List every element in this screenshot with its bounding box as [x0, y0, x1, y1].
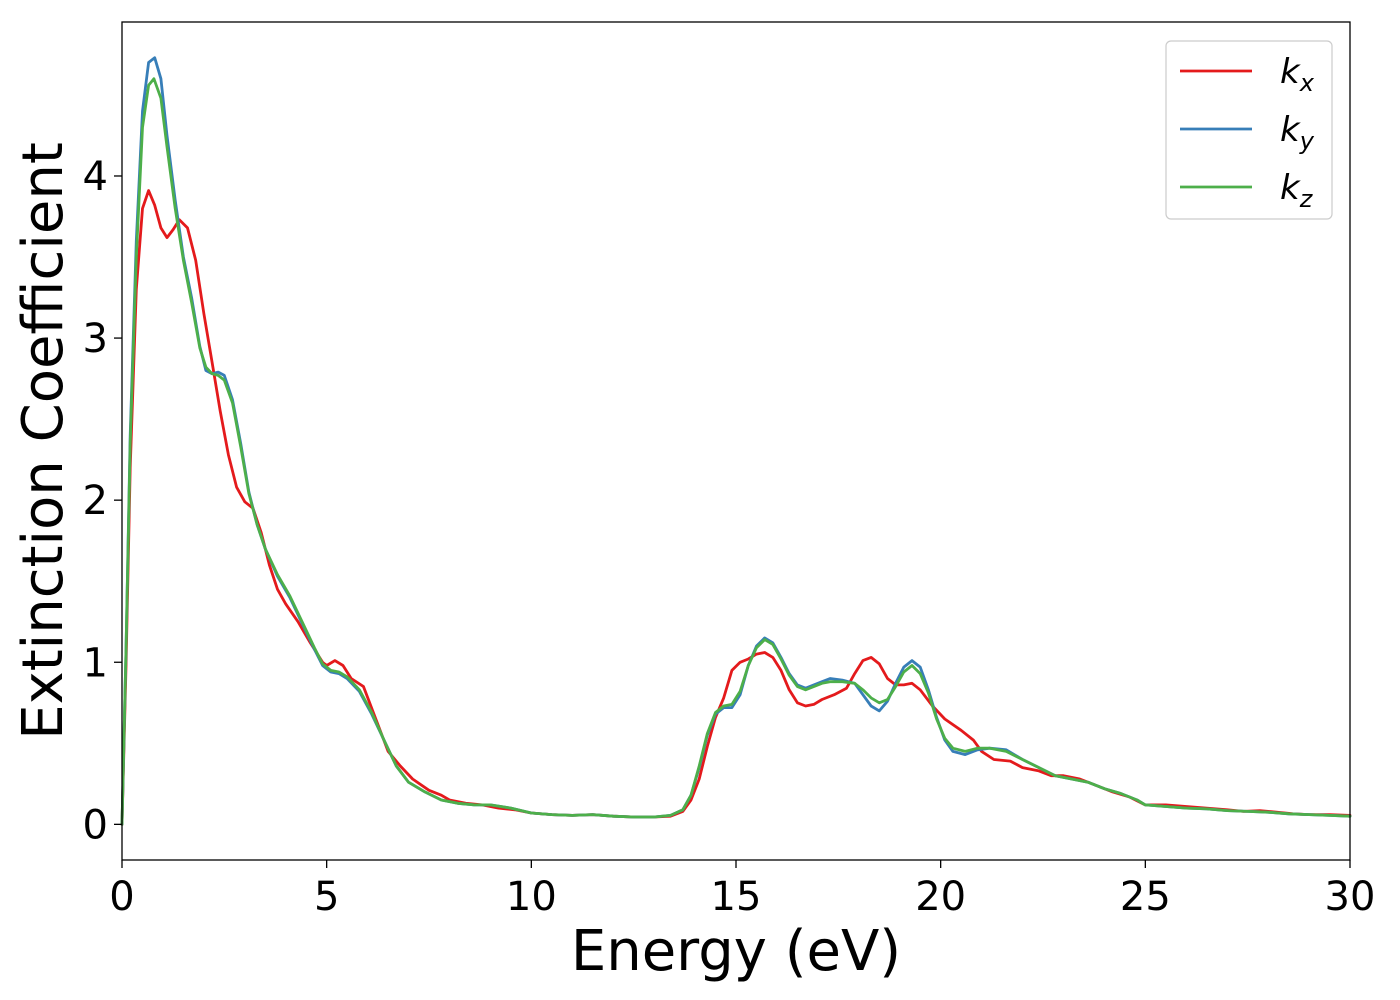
legend-label-ky: ky: [1280, 110, 1315, 155]
x-tick-label: 30: [1325, 874, 1376, 920]
legend-label-kx: kx: [1280, 52, 1315, 97]
x-tick-label: 10: [506, 874, 557, 920]
x-tick-label: 5: [314, 874, 339, 920]
y-axis: 0 1 2 3 4: [83, 154, 122, 848]
y-tick-label: 2: [83, 478, 108, 524]
x-tick-label: 25: [1120, 874, 1171, 920]
y-tick-label: 1: [83, 640, 108, 686]
x-axis-title: Energy (eV): [571, 919, 901, 984]
series-line-kz: [120, 77, 1352, 826]
series-layer: [120, 56, 1352, 826]
y-tick-label: 4: [83, 154, 108, 200]
x-tick-label: 20: [915, 874, 966, 920]
legend: kx ky kz: [1165, 40, 1333, 220]
series-line-kx: [120, 189, 1352, 826]
legend-label-kz: kz: [1280, 168, 1314, 213]
y-axis-title: Extinction Coefficient: [11, 142, 76, 740]
y-tick-label: 0: [83, 802, 108, 848]
x-axis: 0 5 10 15 20 25 30: [109, 860, 1375, 920]
x-tick-label: 0: [109, 874, 134, 920]
plot-area-background: [122, 22, 1350, 860]
y-tick-label: 3: [83, 316, 108, 362]
x-tick-label: 15: [711, 874, 762, 920]
